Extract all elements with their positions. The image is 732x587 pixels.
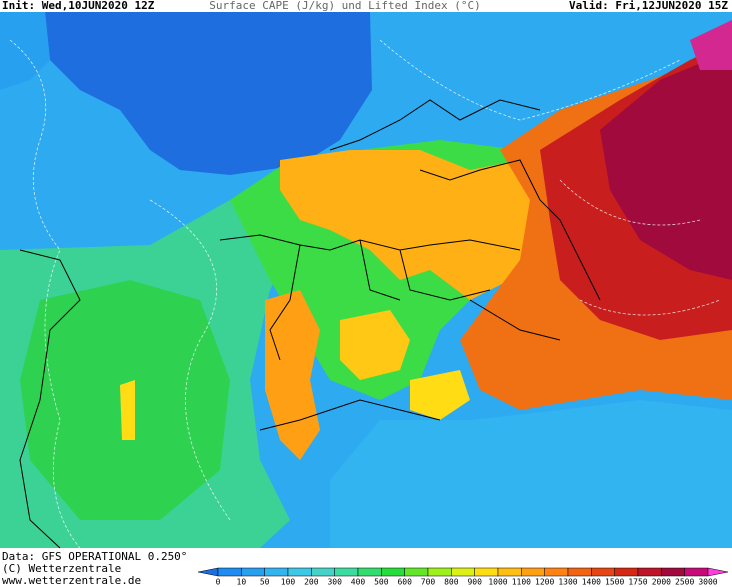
colorbar-segment [241,567,265,577]
init-time: Init: Wed,10JUN2020 12Z [2,0,155,12]
colorbar-label: 1400 [582,578,601,587]
colorbar-segment [497,567,522,577]
isoline [559,179,721,316]
colorbar-segment [217,567,242,577]
colorbar-label: 800 [444,578,459,587]
colorbar-segment [381,567,405,577]
data-source: Data: GFS OPERATIONAL 0.250° [2,550,187,563]
colorbar-segment [544,567,569,577]
sea-nw [0,12,50,90]
colorbar-segment [334,567,359,577]
colorbar-label: 500 [374,578,389,587]
spain-yellow [120,380,135,440]
colorbar-label: 1200 [535,578,554,587]
colorbar-segment [684,567,709,577]
colorbar-label: 50 [260,578,270,587]
colorbar-label: 600 [397,578,412,587]
map [0,12,732,549]
map-title: Surface CAPE (J/kg) und Lifted Index (°C… [209,0,481,12]
colorbar-label: 1000 [488,578,507,587]
colorbar-segment [357,567,382,577]
colorbar-label: 0 [216,578,221,587]
colorbar-segment [427,567,452,577]
country-borders [219,99,601,431]
colorbar-label: 3000 [698,578,717,587]
colorbar-label: 300 [327,578,342,587]
colorbar-label: 1750 [628,578,647,587]
atlantic-deep [45,12,372,175]
colorbar-segment [637,567,662,577]
colorbar-arrow-high [707,567,729,577]
website: www.wetterzentrale.de [2,574,141,587]
colorbar-segment [614,567,639,577]
colorbar-label: 2000 [652,578,671,587]
isoline [379,39,681,121]
colorbar-label: 700 [421,578,436,587]
colorbar-label: 1500 [605,578,624,587]
alps-yellow [340,310,410,380]
copyright: (C) Wetterzentrale [2,562,121,575]
colorbar-label: 200 [304,578,319,587]
coastline [19,249,81,549]
colorbar-segment [661,567,685,577]
colorbar-segment [311,567,335,577]
italy-yellow [410,370,470,420]
med-sea [330,400,732,548]
colorbar-segment [474,567,499,577]
colorbar-segment [591,567,615,577]
colorbar-label: 1100 [512,578,531,587]
colorbar-segment [567,567,592,577]
colorbar-segment [404,567,429,577]
colorbar-label: 2500 [675,578,694,587]
east-darkred [600,50,732,280]
isoline [149,199,231,521]
colorbar-label: 10 [237,578,247,587]
east-magenta [690,20,732,70]
valid-time: Valid: Fri,12JUN2020 15Z [569,0,728,12]
colorbar-label: 900 [467,578,482,587]
colorbar-label: 1300 [558,578,577,587]
colorbar-segment [264,567,289,577]
colorbar-segment [287,567,312,577]
colorbar-segment [451,567,475,577]
isoline [9,39,81,549]
germany-orange [280,150,540,300]
colorbar-label: 100 [281,578,296,587]
colorbar-segment [521,567,545,577]
colorbar-label: 400 [351,578,366,587]
colorbar: 0 10 50 100 200 300 400 500 600 700 800 900 1000 1100… [197,567,729,587]
